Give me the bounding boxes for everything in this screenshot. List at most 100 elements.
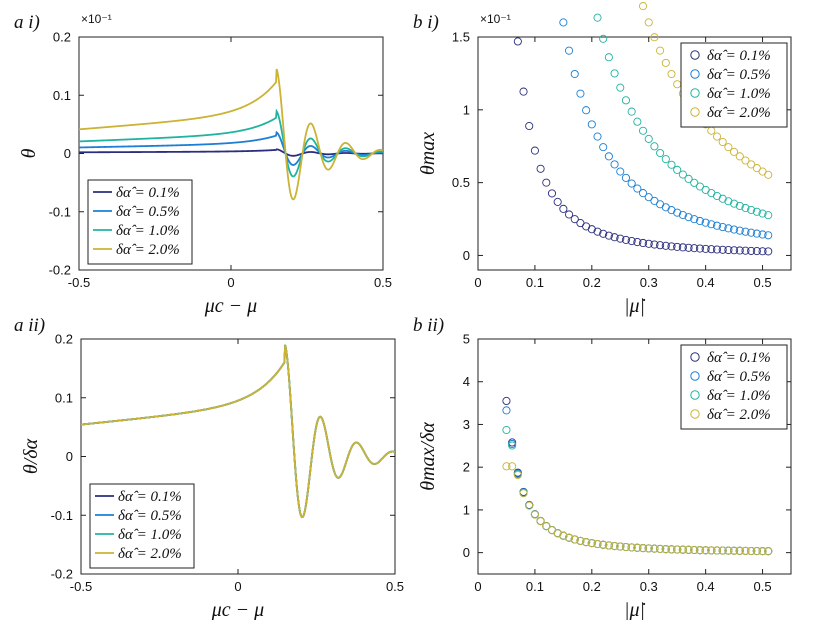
data-point [695, 244, 705, 253]
data-point [707, 220, 716, 229]
x-tick-label: 0.3 [640, 579, 658, 594]
panel-label: b ii) [413, 315, 444, 336]
axes-frame [477, 338, 792, 575]
data-point [656, 46, 665, 55]
data-point [747, 546, 756, 556]
panel-label: a ii) [14, 315, 45, 336]
data-point [735, 546, 744, 555]
data-point [673, 208, 682, 217]
x-tick-label: -0.5 [68, 275, 90, 290]
y-tick-label: -0.2 [51, 567, 73, 582]
data-point [616, 234, 625, 243]
axis-exponent: ×10⁻¹ [480, 12, 511, 26]
data-point [616, 83, 625, 92]
data-point [638, 126, 648, 135]
data-point [638, 544, 648, 553]
data-point [667, 160, 676, 169]
data-point [570, 215, 579, 224]
data-point [741, 203, 750, 213]
data-point [718, 137, 727, 147]
data-point [712, 132, 722, 141]
data-point [656, 544, 665, 553]
data-point [684, 545, 693, 554]
data-point [593, 227, 602, 236]
panel-bi: 0 0.1 0.2 0.3 0.4 0.5 0 0.5 1 1.5 b i) |μ̇| θmax ×10⁻… [413, 2, 792, 317]
data-point [633, 238, 642, 247]
y-tick-label: 5 [463, 332, 470, 347]
data-point [678, 210, 687, 220]
axes-frame [477, 36, 792, 271]
data-point [758, 230, 767, 239]
legend-box [87, 179, 193, 265]
data-point [513, 37, 522, 46]
panel-ai: -0.5 0 0.5 -0.2 -0.1 0 0.1 0.2 a i) μc − μ θ ×10⁻¹ δ… [14, 12, 392, 317]
data-point [553, 197, 562, 206]
data-point [502, 406, 511, 415]
y-tick-label: 3 [463, 417, 470, 432]
y-tick-label: 1 [463, 502, 470, 517]
data-point [627, 107, 636, 116]
data-point [576, 536, 585, 545]
data-point [712, 245, 722, 254]
data-point [764, 211, 773, 220]
legend-circle-marker [690, 390, 700, 400]
data-point [764, 247, 773, 256]
series-line [79, 108, 383, 178]
data-point [747, 205, 756, 214]
series-line [79, 148, 383, 157]
x-tick-label: 0 [474, 275, 481, 290]
legend-label: δα̂ = 2.0% [707, 105, 771, 121]
legend-label: δα̂ = 2.0% [118, 546, 182, 562]
data-point [633, 117, 642, 126]
y-tick-label: 1.5 [452, 30, 470, 45]
data-point [559, 531, 568, 540]
x-axis-label: μc − μ [204, 295, 257, 317]
data-point [724, 546, 733, 555]
data-point [730, 225, 739, 234]
x-tick-label: 0.5 [386, 579, 404, 594]
data-point [604, 53, 613, 62]
series-line [81, 344, 395, 519]
series-line [79, 130, 383, 166]
data-point [684, 174, 693, 183]
data-point [599, 229, 608, 238]
data-point [638, 238, 648, 248]
data-point [730, 246, 739, 255]
legend-circle-marker [690, 50, 700, 60]
data-point [638, 2, 648, 11]
data-point [633, 543, 642, 552]
data-point [701, 546, 710, 555]
data-point [599, 34, 608, 43]
panel-label: b i) [413, 12, 439, 33]
data-point [678, 243, 687, 252]
data-point [587, 225, 596, 234]
data-point [758, 209, 767, 218]
y-axis-label: θmax [417, 132, 439, 175]
data-point [752, 247, 761, 256]
x-tick-label: 0 [474, 579, 481, 594]
data-point [502, 425, 511, 435]
legend-label: δα̂ = 0.5% [707, 369, 771, 385]
x-tick-label: 0.2 [583, 275, 601, 290]
data-point [667, 545, 676, 554]
data-point [633, 184, 642, 193]
data-point [707, 126, 716, 135]
data-point [730, 147, 739, 156]
data-point [627, 543, 636, 552]
legend-box [89, 483, 195, 569]
data-point [570, 69, 579, 79]
data-point [690, 178, 699, 187]
data-point [621, 542, 631, 552]
data-point [650, 240, 659, 249]
y-tick-label: 2 [463, 460, 470, 475]
data-point [667, 242, 676, 251]
data-point [536, 517, 545, 526]
data-point [741, 246, 750, 255]
legend-label: δα̂ = 0.1% [707, 350, 771, 366]
y-tick-label: 0.1 [55, 390, 73, 405]
data-point [621, 173, 631, 182]
data-point [752, 207, 761, 216]
data-point [542, 178, 551, 187]
x-tick-label: 0 [227, 275, 234, 290]
x-tick-label: 0 [234, 579, 241, 594]
